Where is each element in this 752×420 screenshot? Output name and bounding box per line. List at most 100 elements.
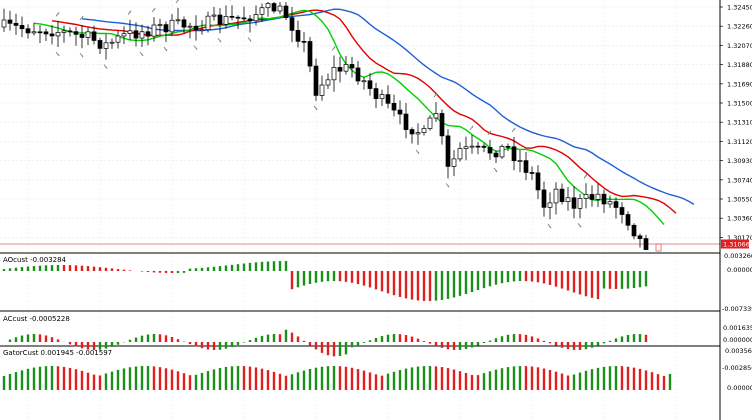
candle-body bbox=[487, 147, 493, 154]
ac-axis-label-bottom: -0.0028560 bbox=[722, 364, 752, 372]
candle-body bbox=[169, 19, 175, 33]
fractal-down-arrow-icon bbox=[445, 183, 450, 188]
gator-axis-label-top: 0.003569 bbox=[725, 347, 752, 355]
candle-body bbox=[433, 113, 439, 119]
candle-body bbox=[439, 113, 445, 137]
fractal-up-arrow-icon bbox=[79, 15, 84, 21]
candle-body bbox=[223, 15, 229, 25]
candle-body bbox=[277, 5, 283, 12]
candle-body bbox=[259, 7, 265, 15]
candle-body bbox=[85, 31, 91, 38]
fractal-down-arrow-icon bbox=[103, 64, 108, 69]
price-axis[interactable]: 1.32450 1.32260 1.32070 1.31880 1.31690 1.315… bbox=[719, 0, 752, 420]
last-bar-marker bbox=[655, 243, 662, 252]
moving-average-green bbox=[33, 9, 665, 226]
price-axis-label: 1.31880 bbox=[727, 61, 752, 69]
candle-body bbox=[577, 198, 583, 209]
fractal-up-arrow-icon bbox=[151, 7, 156, 13]
grid-lines bbox=[0, 0, 720, 420]
candle-body bbox=[625, 214, 631, 226]
candle-body bbox=[481, 145, 487, 148]
gator-indicator-label: GatorCust 0.001945 -0.001597 bbox=[3, 349, 112, 357]
ao-indicator-label: AOcust -0.003284 bbox=[3, 256, 67, 264]
candle-body bbox=[385, 94, 391, 104]
fractal-down-arrow-icon bbox=[577, 223, 582, 228]
candle-body bbox=[457, 148, 463, 160]
moving-average-line bbox=[33, 9, 665, 226]
candle-body bbox=[265, 3, 271, 9]
fractal-up-arrow-icon bbox=[127, 10, 132, 15]
candle-body bbox=[565, 197, 571, 203]
ac-indicator-pane[interactable]: ACcust -0.0005228 bbox=[2, 315, 648, 357]
price-axis-label: 1.31120 bbox=[727, 138, 752, 146]
gator-histogram bbox=[2, 366, 672, 391]
candle-body bbox=[301, 41, 307, 43]
candle-body bbox=[469, 145, 475, 148]
candle-body bbox=[79, 33, 85, 38]
fractal-up-arrow-icon bbox=[469, 125, 474, 131]
ao-axis-label-bottom: -0.007339 bbox=[722, 305, 752, 313]
candle-body bbox=[217, 14, 223, 25]
fractal-down-arrow-icon bbox=[415, 149, 420, 155]
ac-axis-label-zero: 0.0000000 bbox=[723, 336, 752, 344]
candle-body bbox=[121, 33, 127, 37]
candlestick-series bbox=[1, 2, 649, 250]
candle-body bbox=[229, 15, 235, 18]
fractal-up-arrow-icon bbox=[433, 92, 438, 98]
candle-body bbox=[529, 172, 535, 174]
fractal-markers bbox=[55, 0, 588, 229]
fractal-down-arrow-icon bbox=[193, 45, 198, 50]
candle-body bbox=[475, 145, 481, 148]
candle-body bbox=[583, 194, 589, 199]
price-axis-label: 1.31310 bbox=[727, 119, 752, 127]
candle-body bbox=[91, 31, 97, 41]
candle-body bbox=[463, 146, 469, 149]
candle-body bbox=[493, 152, 499, 158]
candle-body bbox=[205, 15, 211, 31]
candle-body bbox=[235, 16, 241, 19]
price-axis-label: 1.32070 bbox=[727, 42, 752, 50]
candle-body bbox=[175, 19, 181, 22]
fractal-up-arrow-icon bbox=[487, 130, 492, 136]
candle-body bbox=[415, 132, 421, 135]
candle-body bbox=[193, 25, 199, 31]
candle-body bbox=[19, 25, 25, 30]
candle-body bbox=[133, 30, 139, 39]
candle-body bbox=[637, 235, 643, 239]
candle-body bbox=[349, 64, 355, 69]
fractal-down-arrow-icon bbox=[547, 223, 552, 229]
candle-body bbox=[1, 19, 7, 28]
candle-body bbox=[13, 22, 19, 26]
candle-body bbox=[187, 25, 193, 28]
price-axis-label: 1.30930 bbox=[727, 157, 752, 165]
ao-indicator-pane[interactable]: AOcust -0.003284 bbox=[2, 256, 648, 301]
candle-body bbox=[331, 67, 337, 81]
candle-body bbox=[211, 14, 217, 17]
candle-body bbox=[247, 18, 253, 22]
gator-axis-label-zero: 0.000000 bbox=[727, 384, 752, 392]
candle-body bbox=[511, 146, 517, 162]
candle-body bbox=[613, 201, 619, 208]
ac-indicator-label: ACcust -0.0005228 bbox=[3, 315, 70, 323]
fractal-down-arrow-icon bbox=[313, 105, 318, 111]
candle-body bbox=[523, 160, 529, 173]
price-axis-label: 1.30550 bbox=[727, 196, 752, 204]
candle-body bbox=[97, 40, 103, 49]
candle-body bbox=[139, 31, 145, 39]
candle-body bbox=[307, 41, 313, 67]
ao-histogram bbox=[2, 261, 648, 301]
gator-indicator-pane[interactable]: GatorCust 0.001945 -0.001597 bbox=[2, 349, 672, 391]
main-price-pane[interactable] bbox=[0, 0, 720, 252]
current-price-value: 1.31066 bbox=[723, 241, 750, 249]
candle-body bbox=[103, 42, 109, 49]
candle-body bbox=[547, 202, 553, 208]
candle-body bbox=[43, 31, 49, 35]
candle-body bbox=[55, 32, 61, 37]
candle-body bbox=[445, 135, 451, 167]
fractal-up-arrow-icon bbox=[55, 12, 60, 17]
candle-body bbox=[631, 224, 637, 237]
candle-body bbox=[61, 30, 67, 33]
candle-body bbox=[571, 197, 577, 209]
